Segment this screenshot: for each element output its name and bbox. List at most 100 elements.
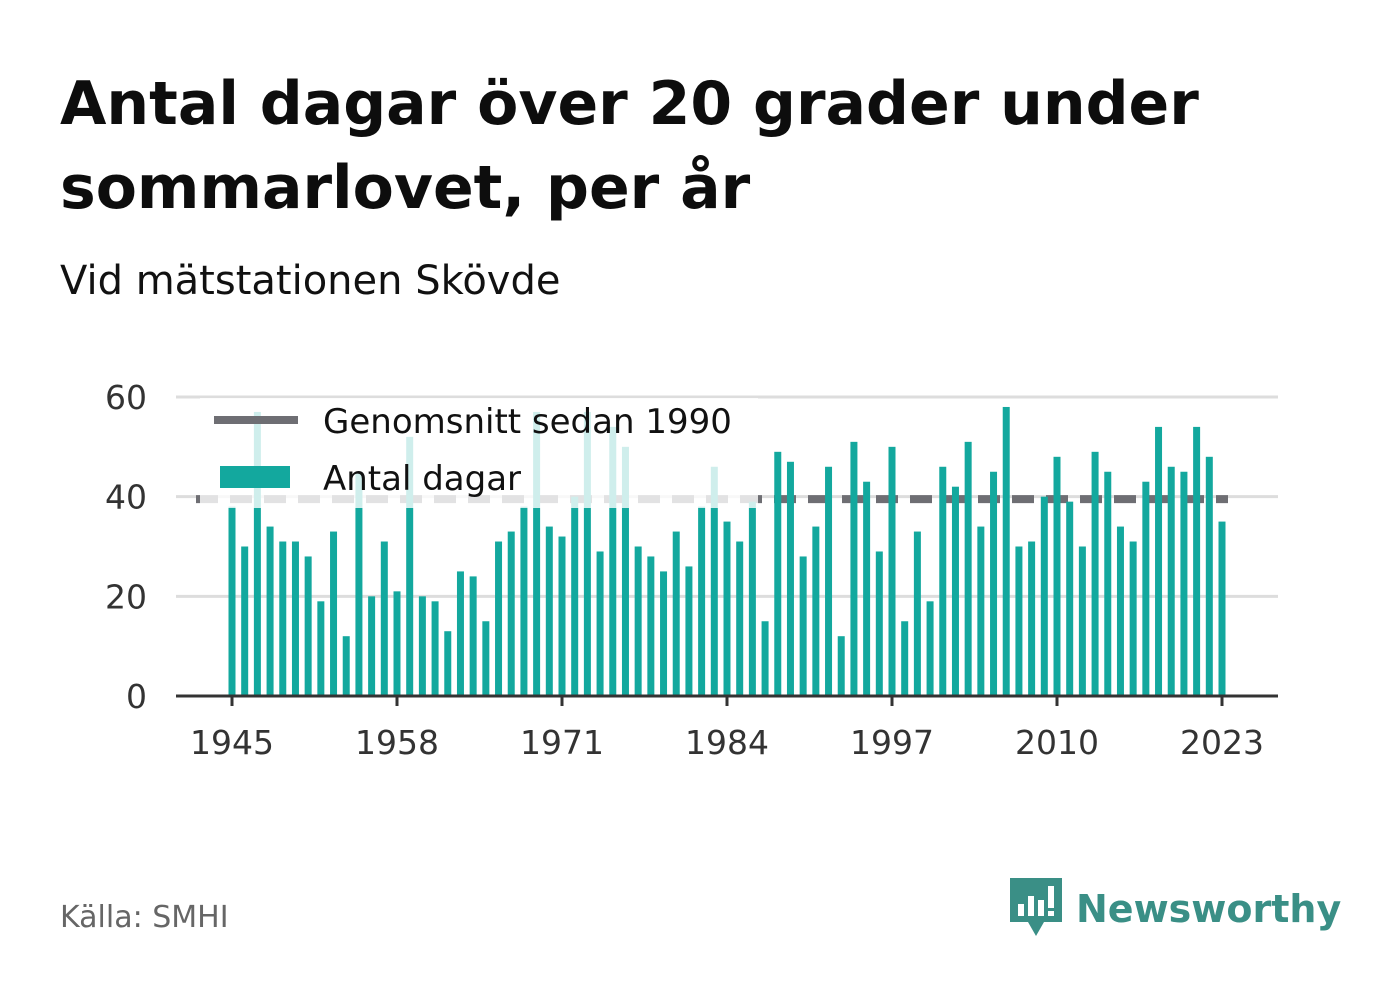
bar-1965 [482, 621, 490, 696]
bar-1996 [875, 551, 883, 696]
bar-2010 [1053, 456, 1061, 696]
y-tick-label: 60 [105, 378, 147, 417]
bar-2013 [1091, 451, 1099, 696]
bar-1995 [863, 481, 871, 696]
bar-1974 [596, 551, 604, 696]
bar-1999 [913, 531, 921, 696]
bar-1969 [533, 411, 541, 696]
bar-2017 [1142, 481, 1150, 696]
bar-1980 [672, 531, 680, 696]
x-tick-label: 2023 [1180, 723, 1264, 762]
bar-1988 [774, 451, 782, 696]
bar-1948 [266, 526, 274, 696]
bar-1960 [418, 596, 426, 696]
bar-1952 [317, 601, 325, 696]
bar-1998 [901, 621, 909, 696]
legend-label-bars: Antal dagar [323, 459, 521, 499]
bar-1953 [330, 531, 338, 696]
x-tick-label: 1984 [685, 723, 769, 762]
brand-name: Newsworthy [1076, 887, 1342, 931]
bar-1945 [228, 506, 236, 696]
bar-2008 [1028, 541, 1036, 696]
bar-1967 [507, 531, 515, 696]
bar-1958 [393, 591, 401, 696]
bar-2007 [1015, 546, 1023, 696]
legend-label-average: Genomsnitt sedan 1990 [323, 402, 732, 442]
bar-1949 [279, 541, 287, 696]
bar-1947 [253, 411, 261, 696]
bar-1991 [812, 526, 820, 696]
bars [228, 406, 1226, 696]
bar-1976 [621, 446, 629, 696]
bar-2006 [1002, 406, 1010, 696]
bar-2018 [1155, 426, 1163, 696]
bar-1951 [304, 556, 312, 696]
bar-2009 [1040, 496, 1048, 696]
bar-2022 [1205, 456, 1213, 696]
legend: Genomsnitt sedan 1990 Antal dagar [200, 398, 758, 508]
brand-logo: Newsworthy [1010, 878, 1341, 940]
bar-1978 [647, 556, 655, 696]
bar-1971 [558, 536, 566, 696]
y-tick-label: 20 [105, 577, 147, 616]
bar-1973 [583, 411, 591, 696]
bar-2001 [939, 466, 947, 696]
bar-1990 [799, 556, 807, 696]
bar-1972 [571, 496, 579, 696]
bar-2014 [1104, 471, 1112, 696]
bar-1993 [837, 636, 845, 696]
bar-2020 [1180, 471, 1188, 696]
bar-2015 [1116, 526, 1124, 696]
source-note: Källa: SMHI [60, 900, 229, 935]
y-tick-label: 40 [105, 478, 147, 517]
x-tick-label: 1997 [850, 723, 934, 762]
bar-2005 [990, 471, 998, 696]
bar-1983 [710, 466, 718, 696]
bar-1963 [456, 571, 464, 696]
bar-1962 [444, 631, 452, 696]
bar-1986 [748, 501, 756, 696]
bar-1964 [469, 576, 477, 696]
bar-1970 [545, 526, 553, 696]
bar-2016 [1129, 541, 1137, 696]
x-tick-label: 1958 [355, 723, 439, 762]
bar-1985 [736, 541, 744, 696]
bar-1977 [634, 546, 642, 696]
bar-1956 [368, 596, 376, 696]
x-tick-label: 2010 [1015, 723, 1099, 762]
bar-1987 [761, 621, 769, 696]
bar-2012 [1078, 546, 1086, 696]
bar-1992 [825, 466, 833, 696]
bar-1981 [685, 566, 693, 696]
axes: 0 20 40 60 1945 1958 1971 1984 1997 2010 2023 [105, 378, 1278, 762]
bar-2011 [1066, 501, 1074, 696]
legend-bars-swatch [220, 466, 290, 488]
bar-2021 [1193, 426, 1201, 696]
bar-2023 [1218, 521, 1226, 696]
bar-1966 [495, 541, 503, 696]
bar-1989 [786, 461, 794, 696]
newsworthy-logo-icon [1010, 878, 1062, 936]
bar-1975 [609, 426, 617, 696]
x-tick-label: 1971 [520, 723, 604, 762]
chart-subtitle: Vid mätstationen Skövde [60, 258, 561, 304]
bar-2000 [926, 601, 934, 696]
bar-2019 [1167, 466, 1175, 696]
bar-1955 [355, 471, 363, 696]
bar-1959 [406, 436, 414, 696]
bar-1950 [291, 541, 299, 696]
bar-1997 [888, 446, 896, 696]
bar-1979 [660, 571, 668, 696]
bar-1954 [342, 636, 350, 696]
y-tick-label: 0 [126, 677, 147, 716]
bar-2002 [951, 486, 959, 696]
bar-1957 [380, 541, 388, 696]
bar-2003 [964, 441, 972, 696]
bar-2004 [977, 526, 985, 696]
chart-title: Antal dagar över 20 grader under sommarl… [60, 69, 1199, 223]
bar-1961 [431, 601, 439, 696]
bar-1968 [520, 506, 528, 696]
x-tick-label: 1945 [190, 723, 274, 762]
bar-1994 [850, 441, 858, 696]
